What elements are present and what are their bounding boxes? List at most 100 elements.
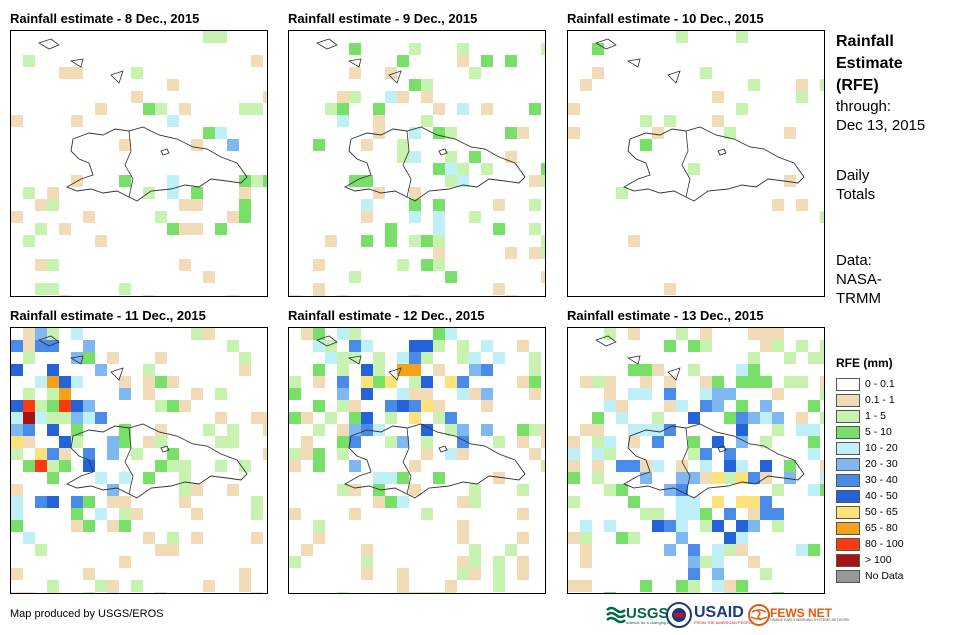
rainfall-cell: [517, 424, 529, 436]
rainfall-cell: [688, 340, 700, 352]
rainfall-cell: [313, 400, 325, 412]
rainfall-cell: [421, 424, 433, 436]
rainfall-cell: [373, 352, 385, 364]
rainfall-cell: [337, 352, 349, 364]
rainfall-cell: [808, 436, 820, 448]
rainfall-cell: [517, 508, 529, 520]
rainfall-cell: [179, 484, 191, 496]
rainfall-cell: [47, 364, 59, 376]
rainfall-cell: [47, 580, 59, 592]
rainfall-cell: [83, 496, 95, 508]
rainfall-cell: [349, 412, 361, 424]
rainfall-cell: [119, 508, 131, 520]
rainfall-cell: [784, 127, 796, 139]
rainfall-cell: [143, 532, 155, 544]
rainfall-cell: [700, 508, 712, 520]
rainfall-cell: [700, 556, 712, 568]
rainfall-cell: [409, 388, 421, 400]
rainfall-cell: [688, 580, 700, 592]
rainfall-cell: [592, 436, 604, 448]
rainfall-cell: [640, 376, 652, 388]
rainfall-cell: [263, 412, 267, 424]
rainfall-cell: [640, 508, 652, 520]
usgs-emblem-icon: [606, 606, 626, 624]
rainfall-cell: [784, 472, 796, 484]
rainfall-cell: [517, 484, 529, 496]
rainfall-cell: [772, 508, 784, 520]
rainfall-cell: [409, 592, 421, 593]
rainfall-grid: [568, 31, 824, 295]
legend-swatch: [836, 377, 860, 391]
rainfall-cell: [337, 103, 349, 115]
rainfall-cell: [263, 91, 267, 103]
rainfall-cell: [59, 295, 71, 296]
rainfall-cell: [796, 544, 808, 556]
rainfall-cell: [313, 283, 325, 295]
rainfall-cell: [251, 412, 263, 424]
rainfall-cell: [592, 67, 604, 79]
rainfall-cell: [760, 436, 772, 448]
rainfall-cell: [47, 412, 59, 424]
rainfall-cell: [580, 424, 592, 436]
rainfall-cell: [95, 103, 107, 115]
rainfall-cell: [700, 328, 712, 340]
rainfall-cell: [736, 364, 748, 376]
rainfall-cell: [493, 199, 505, 211]
rainfall-cell: [107, 352, 119, 364]
rainfall-cell: [397, 259, 409, 271]
rainfall-cell: [11, 448, 23, 460]
map-title-line1: Rainfall: [836, 33, 894, 50]
rainfall-cell: [457, 520, 469, 532]
rainfall-cell: [47, 424, 59, 436]
country-border: [402, 130, 412, 198]
rainfall-cell: [397, 400, 409, 412]
rainfall-cell: [640, 115, 652, 127]
rainfall-cell: [628, 460, 640, 472]
legend-swatch: [836, 393, 860, 407]
rainfall-cell: [47, 460, 59, 472]
rainfall-cell: [263, 448, 267, 460]
rainfall-cell: [748, 508, 760, 520]
rainfall-cell: [47, 592, 59, 593]
rainfall-cell: [712, 388, 724, 400]
rainfall-cell: [457, 55, 469, 67]
rainfall-cell: [628, 388, 640, 400]
rainfall-cell: [373, 376, 385, 388]
rainfall-cell: [131, 67, 143, 79]
rainfall-cell: [652, 127, 664, 139]
rainfall-cell: [481, 424, 493, 436]
rainfall-cell: [736, 376, 748, 388]
legend-swatch: [836, 473, 860, 487]
hispaniola-coastline: [622, 423, 805, 499]
bahamas-outline: [595, 335, 681, 381]
rainfall-cell: [143, 364, 155, 376]
rainfall-cell: [203, 580, 215, 592]
data-label: Data:: [836, 252, 872, 269]
rainfall-cell: [469, 556, 481, 568]
rainfall-cell: [541, 235, 545, 247]
rainfall-cell: [664, 376, 676, 388]
rainfall-cell: [373, 187, 385, 199]
rainfall-cell: [748, 364, 760, 376]
rainfall-cell: [35, 496, 47, 508]
rainfall-cell: [616, 532, 628, 544]
legend-swatch: [836, 553, 860, 567]
rainfall-cell: [445, 448, 457, 460]
rainfall-cell: [385, 91, 397, 103]
rainfall-cell: [23, 400, 35, 412]
rainfall-cell: [808, 484, 820, 496]
rainfall-cell: [652, 424, 664, 436]
rainfall-cell: [23, 412, 35, 424]
rainfall-cell: [421, 448, 433, 460]
rainfall-cell: [493, 352, 505, 364]
rainfall-cell: [712, 472, 724, 484]
rainfall-cell: [736, 520, 748, 532]
rainfall-cell: [11, 424, 23, 436]
rainfall-cell: [397, 55, 409, 67]
rainfall-cell: [155, 544, 167, 556]
rainfall-cell: [23, 187, 35, 199]
rainfall-cell: [373, 115, 385, 127]
rainfall-cell: [35, 376, 47, 388]
rainfall-cell: [469, 352, 481, 364]
rainfall-cell: [676, 328, 688, 340]
